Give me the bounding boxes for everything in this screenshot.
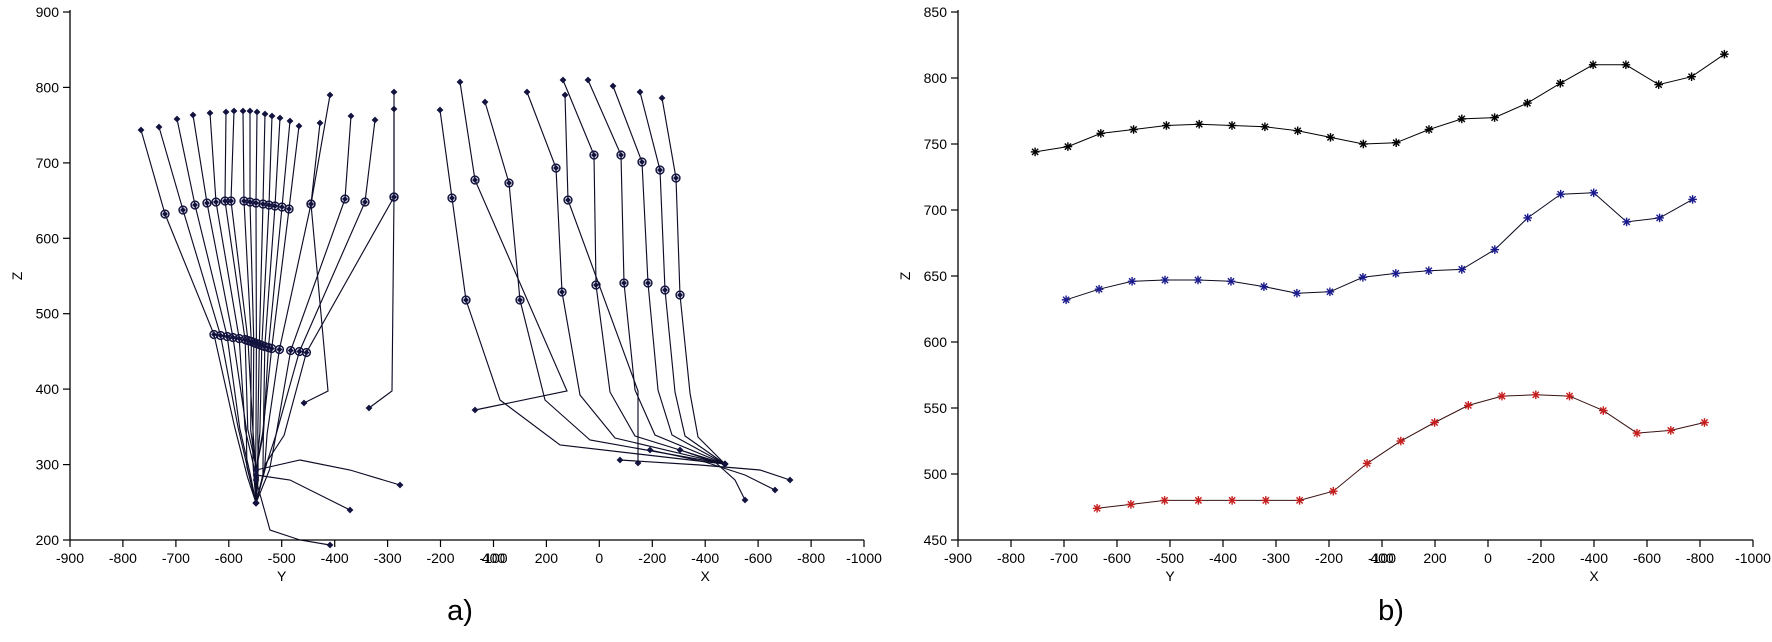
svg-text:750: 750 xyxy=(924,136,948,152)
svg-text:-800: -800 xyxy=(997,550,1025,566)
svg-text:X: X xyxy=(701,568,711,584)
svg-text:Y: Y xyxy=(1165,568,1175,584)
svg-text:-300: -300 xyxy=(374,550,402,566)
svg-text:-200: -200 xyxy=(1527,550,1555,566)
svg-text:-300: -300 xyxy=(1262,550,1290,566)
svg-text:700: 700 xyxy=(924,202,948,218)
svg-text:b): b) xyxy=(1378,595,1404,627)
svg-text:-1000: -1000 xyxy=(1735,550,1771,566)
svg-text:-500: -500 xyxy=(268,550,296,566)
svg-text:700: 700 xyxy=(36,155,60,171)
svg-text:500: 500 xyxy=(36,306,60,322)
svg-text:X: X xyxy=(1589,568,1599,584)
svg-text:a): a) xyxy=(447,595,473,627)
svg-text:-200: -200 xyxy=(638,550,666,566)
svg-text:-500: -500 xyxy=(1156,550,1184,566)
svg-text:-400: -400 xyxy=(691,550,719,566)
svg-text:0: 0 xyxy=(595,550,603,566)
svg-text:-600: -600 xyxy=(744,550,772,566)
svg-text:-600: -600 xyxy=(215,550,243,566)
svg-text:200: 200 xyxy=(1423,550,1447,566)
svg-text:Z: Z xyxy=(9,271,25,280)
svg-text:400: 400 xyxy=(1370,550,1394,566)
svg-text:-800: -800 xyxy=(109,550,137,566)
svg-text:-700: -700 xyxy=(1050,550,1078,566)
svg-text:Y: Y xyxy=(277,568,287,584)
svg-text:450: 450 xyxy=(924,532,948,548)
svg-text:-200: -200 xyxy=(1315,550,1343,566)
svg-text:-600: -600 xyxy=(1103,550,1131,566)
svg-text:600: 600 xyxy=(924,334,948,350)
svg-text:-1000: -1000 xyxy=(846,550,882,566)
svg-text:650: 650 xyxy=(924,268,948,284)
svg-text:-400: -400 xyxy=(1580,550,1608,566)
svg-text:-600: -600 xyxy=(1633,550,1661,566)
svg-text:-400: -400 xyxy=(1209,550,1237,566)
svg-text:300: 300 xyxy=(36,457,60,473)
svg-text:-800: -800 xyxy=(797,550,825,566)
svg-text:-200: -200 xyxy=(426,550,454,566)
svg-text:500: 500 xyxy=(924,466,948,482)
svg-text:400: 400 xyxy=(482,550,506,566)
svg-text:850: 850 xyxy=(924,4,948,20)
svg-text:-900: -900 xyxy=(944,550,972,566)
svg-text:200: 200 xyxy=(535,550,559,566)
svg-text:-800: -800 xyxy=(1686,550,1714,566)
svg-text:550: 550 xyxy=(924,400,948,416)
svg-text:-700: -700 xyxy=(162,550,190,566)
svg-text:200: 200 xyxy=(36,532,60,548)
svg-text:400: 400 xyxy=(36,381,60,397)
svg-text:600: 600 xyxy=(36,230,60,246)
svg-text:900: 900 xyxy=(36,4,60,20)
svg-text:Z: Z xyxy=(897,271,913,280)
svg-text:-900: -900 xyxy=(56,550,84,566)
svg-text:0: 0 xyxy=(1484,550,1492,566)
svg-text:800: 800 xyxy=(924,70,948,86)
svg-text:800: 800 xyxy=(36,79,60,95)
svg-text:-400: -400 xyxy=(321,550,349,566)
